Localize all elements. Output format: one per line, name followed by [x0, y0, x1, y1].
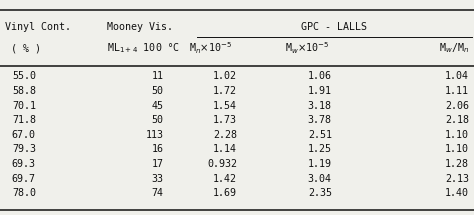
Text: Vinyl Cont.: Vinyl Cont. — [5, 22, 71, 32]
Text: 70.1: 70.1 — [12, 101, 36, 111]
Text: M$_w$$\times$10$^{-5}$: M$_w$$\times$10$^{-5}$ — [285, 41, 329, 56]
Text: 16: 16 — [152, 144, 164, 154]
Text: 2.18: 2.18 — [445, 115, 469, 125]
Text: Mooney Vis.: Mooney Vis. — [107, 22, 173, 32]
Text: 2.13: 2.13 — [445, 174, 469, 184]
Text: 1.28: 1.28 — [445, 159, 469, 169]
Text: 1.69: 1.69 — [213, 188, 237, 198]
Text: 1.11: 1.11 — [445, 86, 469, 96]
Text: 79.3: 79.3 — [12, 144, 36, 154]
Text: 50: 50 — [152, 115, 164, 125]
Text: ML$_{1+4}$ 100 $\degree$C: ML$_{1+4}$ 100 $\degree$C — [107, 41, 179, 55]
Text: 1.10: 1.10 — [445, 130, 469, 140]
Text: 3.78: 3.78 — [308, 115, 332, 125]
Text: 1.14: 1.14 — [213, 144, 237, 154]
Text: 67.0: 67.0 — [12, 130, 36, 140]
Text: M$_n$$\times$10$^{-5}$: M$_n$$\times$10$^{-5}$ — [189, 41, 232, 56]
Text: 78.0: 78.0 — [12, 188, 36, 198]
Text: 3.18: 3.18 — [308, 101, 332, 111]
Text: 2.28: 2.28 — [213, 130, 237, 140]
Text: 0.932: 0.932 — [207, 159, 237, 169]
Text: 69.3: 69.3 — [12, 159, 36, 169]
Text: 11: 11 — [152, 71, 164, 81]
Text: 45: 45 — [152, 101, 164, 111]
Text: 1.04: 1.04 — [445, 71, 469, 81]
Text: 1.91: 1.91 — [308, 86, 332, 96]
Text: 1.25: 1.25 — [308, 144, 332, 154]
Text: 1.72: 1.72 — [213, 86, 237, 96]
Text: 1.06: 1.06 — [308, 71, 332, 81]
Text: 1.42: 1.42 — [213, 174, 237, 184]
Text: 1.40: 1.40 — [445, 188, 469, 198]
Text: 1.54: 1.54 — [213, 101, 237, 111]
Text: 74: 74 — [152, 188, 164, 198]
Text: 2.35: 2.35 — [308, 188, 332, 198]
Text: ( % ): ( % ) — [11, 43, 41, 53]
Text: 2.51: 2.51 — [308, 130, 332, 140]
Text: GPC - LALLS: GPC - LALLS — [301, 22, 367, 32]
Text: 58.8: 58.8 — [12, 86, 36, 96]
Text: 1.02: 1.02 — [213, 71, 237, 81]
Text: 1.73: 1.73 — [213, 115, 237, 125]
Text: 1.10: 1.10 — [445, 144, 469, 154]
Text: 55.0: 55.0 — [12, 71, 36, 81]
Text: M$_w$/M$_n$: M$_w$/M$_n$ — [439, 41, 469, 55]
Text: 33: 33 — [152, 174, 164, 184]
Text: 3.04: 3.04 — [308, 174, 332, 184]
Text: 69.7: 69.7 — [12, 174, 36, 184]
Text: 50: 50 — [152, 86, 164, 96]
Text: 71.8: 71.8 — [12, 115, 36, 125]
Text: 1.19: 1.19 — [308, 159, 332, 169]
Text: 113: 113 — [146, 130, 164, 140]
Text: 2.06: 2.06 — [445, 101, 469, 111]
Text: 17: 17 — [152, 159, 164, 169]
